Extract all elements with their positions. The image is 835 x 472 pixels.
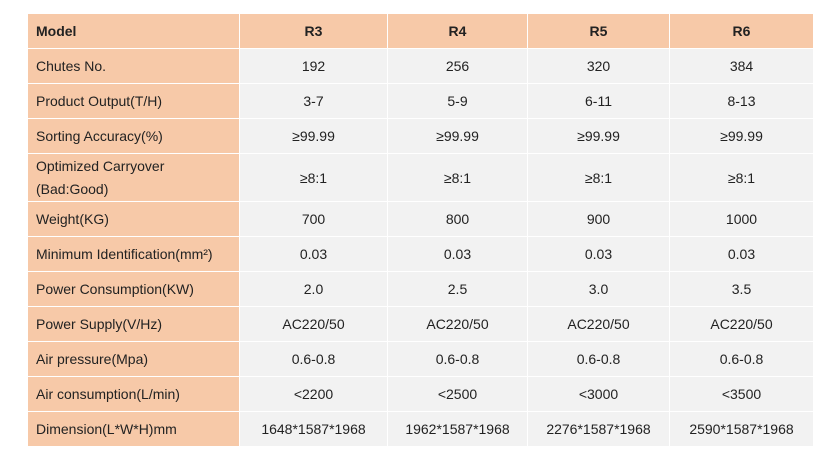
row-label: Chutes No. [27,48,240,84]
table-row-dimension: Dimension(L*W*H)mm 1648*1587*1968 1962*1… [27,411,814,447]
specification-table: Model R3 R4 R5 R6 Chutes No. 192 256 320… [27,13,814,447]
cell-r6: ≥8:1 [669,153,814,202]
cell-r3: 0.03 [239,236,388,272]
cell-r3: ≥8:1 [239,153,388,202]
cell-r3: 700 [239,201,388,237]
row-label: Power Consumption(KW) [27,271,240,307]
cell-r6: <3500 [669,376,814,412]
header-model-r3: R3 [239,13,388,49]
cell-r3: <2200 [239,376,388,412]
row-label: Dimension(L*W*H)mm [27,411,240,447]
cell-r6: ≥99.99 [669,118,814,154]
cell-r3: 1648*1587*1968 [239,411,388,447]
cell-r3: 3-7 [239,83,388,119]
row-label: Optimized Carryover (Bad:Good) [27,153,240,202]
table-row-power-consumption: Power Consumption(KW) 2.0 2.5 3.0 3.5 [27,271,814,307]
table-row-air-consumption: Air consumption(L/min) <2200 <2500 <3000… [27,376,814,412]
cell-r6: 2590*1587*1968 [669,411,814,447]
header-model-r4: R4 [387,13,528,49]
header-model-r6: R6 [669,13,814,49]
table-row-optimized-carryover: Optimized Carryover (Bad:Good) ≥8:1 ≥8:1… [27,153,814,202]
cell-r6: 384 [669,48,814,84]
cell-r6: 1000 [669,201,814,237]
row-label: Power Supply(V/Hz) [27,306,240,342]
cell-r3: 192 [239,48,388,84]
cell-r3: AC220/50 [239,306,388,342]
table-row-power-supply: Power Supply(V/Hz) AC220/50 AC220/50 AC2… [27,306,814,342]
cell-r3: 2.0 [239,271,388,307]
row-label: Air consumption(L/min) [27,376,240,412]
cell-r4: 0.6-0.8 [387,341,528,377]
cell-r6: AC220/50 [669,306,814,342]
header-model-label: Model [27,13,240,49]
cell-r6: 3.5 [669,271,814,307]
cell-r5: 6-11 [527,83,670,119]
cell-r4: ≥99.99 [387,118,528,154]
cell-r4: <2500 [387,376,528,412]
row-label: Sorting Accuracy(%) [27,118,240,154]
header-row: Model R3 R4 R5 R6 [27,13,814,49]
cell-r5: ≥99.99 [527,118,670,154]
cell-r5: 3.0 [527,271,670,307]
cell-r6: 0.03 [669,236,814,272]
cell-r5: 0.6-0.8 [527,341,670,377]
row-label-line-1: Optimized Carryover [36,157,165,174]
cell-r5: ≥8:1 [527,153,670,202]
cell-r3: 0.6-0.8 [239,341,388,377]
cell-r5: AC220/50 [527,306,670,342]
row-label: Product Output(T/H) [27,83,240,119]
cell-r3: ≥99.99 [239,118,388,154]
cell-r4: 5-9 [387,83,528,119]
table-row-chutes: Chutes No. 192 256 320 384 [27,48,814,84]
cell-r5: 0.03 [527,236,670,272]
table-row-minimum-identification: Minimum Identification(mm²) 0.03 0.03 0.… [27,236,814,272]
cell-r5: <3000 [527,376,670,412]
row-label: Weight(KG) [27,201,240,237]
row-label-line-2: (Bad:Good) [36,180,109,197]
cell-r6: 8-13 [669,83,814,119]
cell-r4: AC220/50 [387,306,528,342]
header-model-r5: R5 [527,13,670,49]
cell-r5: 900 [527,201,670,237]
cell-r4: ≥8:1 [387,153,528,202]
cell-r6: 0.6-0.8 [669,341,814,377]
cell-r4: 2.5 [387,271,528,307]
row-label: Minimum Identification(mm²) [27,236,240,272]
cell-r4: 256 [387,48,528,84]
cell-r5: 320 [527,48,670,84]
cell-r4: 800 [387,201,528,237]
cell-r5: 2276*1587*1968 [527,411,670,447]
table-row-weight: Weight(KG) 700 800 900 1000 [27,201,814,237]
cell-r4: 1962*1587*1968 [387,411,528,447]
table-row-sorting-accuracy: Sorting Accuracy(%) ≥99.99 ≥99.99 ≥99.99… [27,118,814,154]
table-row-air-pressure: Air pressure(Mpa) 0.6-0.8 0.6-0.8 0.6-0.… [27,341,814,377]
row-label: Air pressure(Mpa) [27,341,240,377]
table-row-product-output: Product Output(T/H) 3-7 5-9 6-11 8-13 [27,83,814,119]
cell-r4: 0.03 [387,236,528,272]
